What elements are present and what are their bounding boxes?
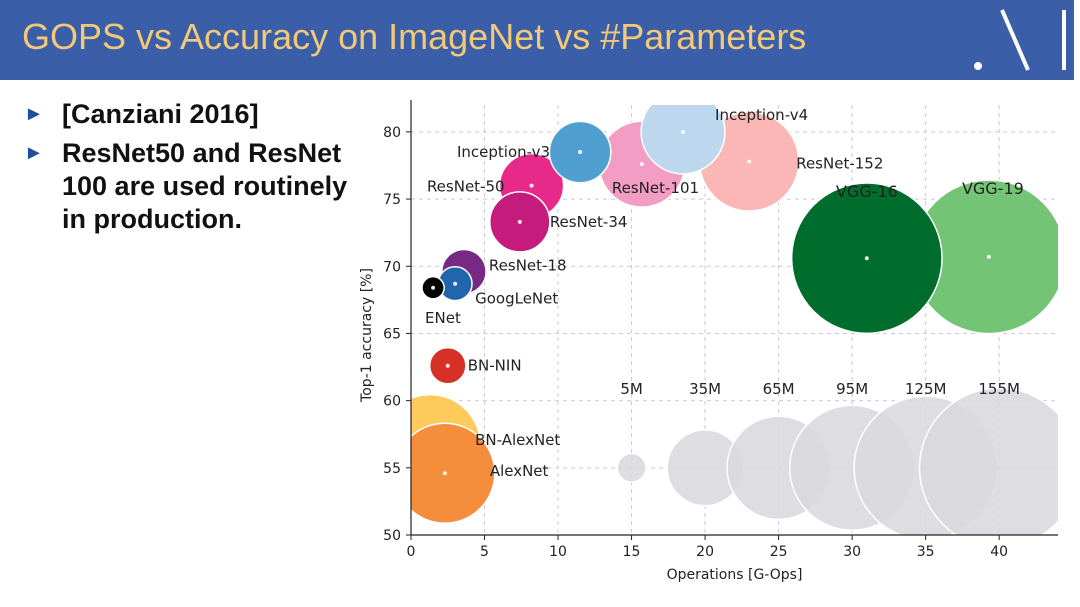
size-legend-label: 95M	[836, 380, 868, 398]
data-point-center	[747, 159, 752, 164]
bullet-text: ResNet50 and ResNet 100 are used routine…	[62, 138, 348, 234]
y-tick-label: 70	[383, 259, 401, 275]
y-tick-label: 80	[383, 125, 401, 141]
x-tick-label: 35	[917, 544, 935, 560]
bullet-list: ► [Canziani 2016] ► ResNet50 and ResNet …	[24, 98, 364, 242]
bubble-label: ResNet-18	[489, 257, 567, 275]
triangle-right-icon: ►	[24, 142, 44, 164]
bubble-label: ENet	[425, 309, 461, 327]
bubble-label: Inception-v3	[457, 143, 550, 161]
x-tick-label: 30	[843, 544, 861, 560]
data-bubble	[640, 105, 726, 175]
bullet-item: ► [Canziani 2016]	[24, 98, 364, 131]
triangle-right-icon: ►	[24, 103, 44, 125]
logo-icon	[974, 9, 1066, 71]
size-legend-bubble	[616, 452, 647, 483]
bubble-label: AlexNet	[490, 462, 549, 480]
data-point-center	[529, 183, 534, 188]
bullet-text: [Canziani 2016]	[62, 99, 259, 129]
bullet-item: ► ResNet50 and ResNet 100 are used routi…	[24, 137, 364, 236]
bubble-label: ResNet-152	[796, 154, 883, 172]
x-tick-label: 20	[696, 544, 714, 560]
size-legend-label: 155M	[978, 380, 1020, 398]
bubble-label: VGG-19	[962, 179, 1024, 198]
slide-title: GOPS vs Accuracy on ImageNet vs #Paramet…	[22, 16, 807, 57]
x-tick-label: 0	[407, 544, 416, 560]
x-tick-label: 5	[480, 544, 489, 560]
size-legend-label: 5M	[620, 380, 643, 398]
bubble-label: Inception-v4	[715, 106, 808, 124]
slide-header: GOPS vs Accuracy on ImageNet vs #Paramet…	[0, 0, 1074, 80]
data-point-center	[578, 150, 583, 155]
bubble-label: VGG-16	[836, 182, 898, 201]
x-tick-label: 25	[770, 544, 788, 560]
bubble-label: ResNet-101	[612, 179, 699, 197]
x-tick-label: 15	[623, 544, 641, 560]
y-tick-label: 60	[383, 394, 401, 410]
size-legend-bubble	[918, 387, 1058, 535]
size-legend-label: 65M	[763, 380, 795, 398]
data-point-center	[639, 162, 644, 167]
bubble-label: ResNet-50	[427, 178, 505, 196]
data-point-center	[681, 129, 686, 134]
y-tick-label: 55	[383, 461, 401, 477]
accuracy-vs-ops-chart: BN-AlexNet AlexNet BN-NIN ENet GoogLeNet ResN…	[359, 100, 1058, 583]
y-axis-title: Top-1 accuracy [%]	[359, 268, 375, 403]
y-tick-label: 65	[383, 326, 401, 342]
y-tick-label: 75	[383, 192, 401, 208]
data-point-center	[431, 285, 436, 290]
data-point-center	[986, 254, 991, 259]
data-point-center	[517, 219, 522, 224]
size-legend-label: 35M	[689, 380, 721, 398]
bubble-label: GoogLeNet	[475, 290, 558, 308]
bubble-label: BN-AlexNet	[475, 431, 560, 449]
x-tick-label: 10	[549, 544, 567, 560]
bubble-label: BN-NIN	[468, 357, 522, 375]
x-axis-title: Operations [G-Ops]	[667, 567, 803, 583]
data-bubble	[411, 422, 496, 524]
data-point-center	[442, 471, 447, 476]
data-point-center	[445, 363, 450, 368]
bubble-label: ResNet-34	[550, 213, 628, 231]
size-legend-label: 125M	[905, 380, 947, 398]
data-point-center	[453, 281, 458, 286]
data-point-center	[864, 256, 869, 261]
y-tick-label: 50	[383, 528, 401, 544]
x-tick-label: 40	[990, 544, 1008, 560]
